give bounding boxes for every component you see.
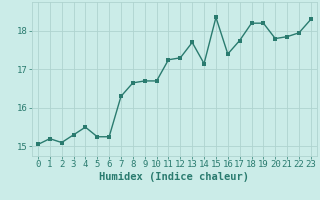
X-axis label: Humidex (Indice chaleur): Humidex (Indice chaleur) <box>100 172 249 182</box>
